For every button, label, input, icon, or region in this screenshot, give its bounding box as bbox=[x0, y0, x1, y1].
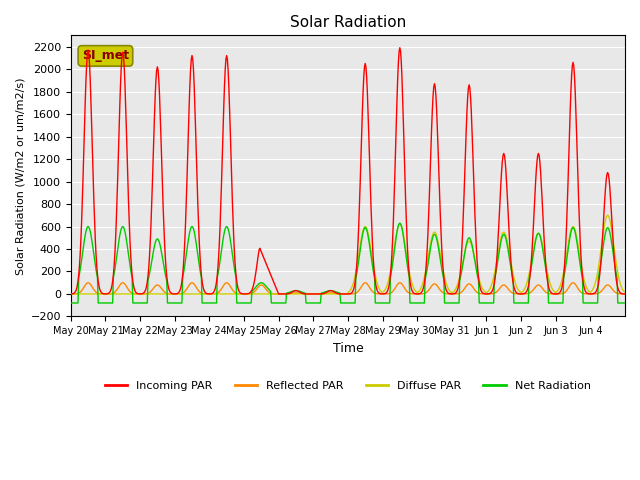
Title: Solar Radiation: Solar Radiation bbox=[290, 15, 406, 30]
Text: SI_met: SI_met bbox=[82, 49, 129, 62]
X-axis label: Time: Time bbox=[333, 342, 364, 355]
Y-axis label: Solar Radiation (W/m2 or um/m2/s): Solar Radiation (W/m2 or um/m2/s) bbox=[15, 77, 25, 275]
Legend: Incoming PAR, Reflected PAR, Diffuse PAR, Net Radiation: Incoming PAR, Reflected PAR, Diffuse PAR… bbox=[101, 376, 595, 395]
